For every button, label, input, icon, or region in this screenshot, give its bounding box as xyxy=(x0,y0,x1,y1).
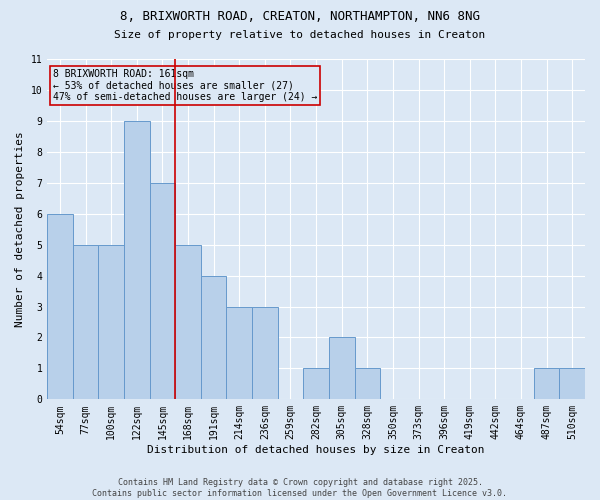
Bar xyxy=(534,368,559,400)
Bar xyxy=(355,368,380,400)
Bar xyxy=(303,368,329,400)
Text: 8, BRIXWORTH ROAD, CREATON, NORTHAMPTON, NN6 8NG: 8, BRIXWORTH ROAD, CREATON, NORTHAMPTON,… xyxy=(120,10,480,23)
Text: Contains HM Land Registry data © Crown copyright and database right 2025.
Contai: Contains HM Land Registry data © Crown c… xyxy=(92,478,508,498)
X-axis label: Distribution of detached houses by size in Creaton: Distribution of detached houses by size … xyxy=(148,445,485,455)
Bar xyxy=(98,244,124,400)
Bar xyxy=(559,368,585,400)
Y-axis label: Number of detached properties: Number of detached properties xyxy=(15,132,25,327)
Bar xyxy=(175,244,201,400)
Bar xyxy=(73,244,98,400)
Bar xyxy=(329,338,355,400)
Bar xyxy=(201,276,226,400)
Text: Size of property relative to detached houses in Creaton: Size of property relative to detached ho… xyxy=(115,30,485,40)
Bar xyxy=(124,121,149,400)
Bar xyxy=(47,214,73,400)
Bar xyxy=(226,306,252,400)
Bar xyxy=(252,306,278,400)
Text: 8 BRIXWORTH ROAD: 161sqm
← 53% of detached houses are smaller (27)
47% of semi-d: 8 BRIXWORTH ROAD: 161sqm ← 53% of detach… xyxy=(53,69,317,102)
Bar xyxy=(149,183,175,400)
